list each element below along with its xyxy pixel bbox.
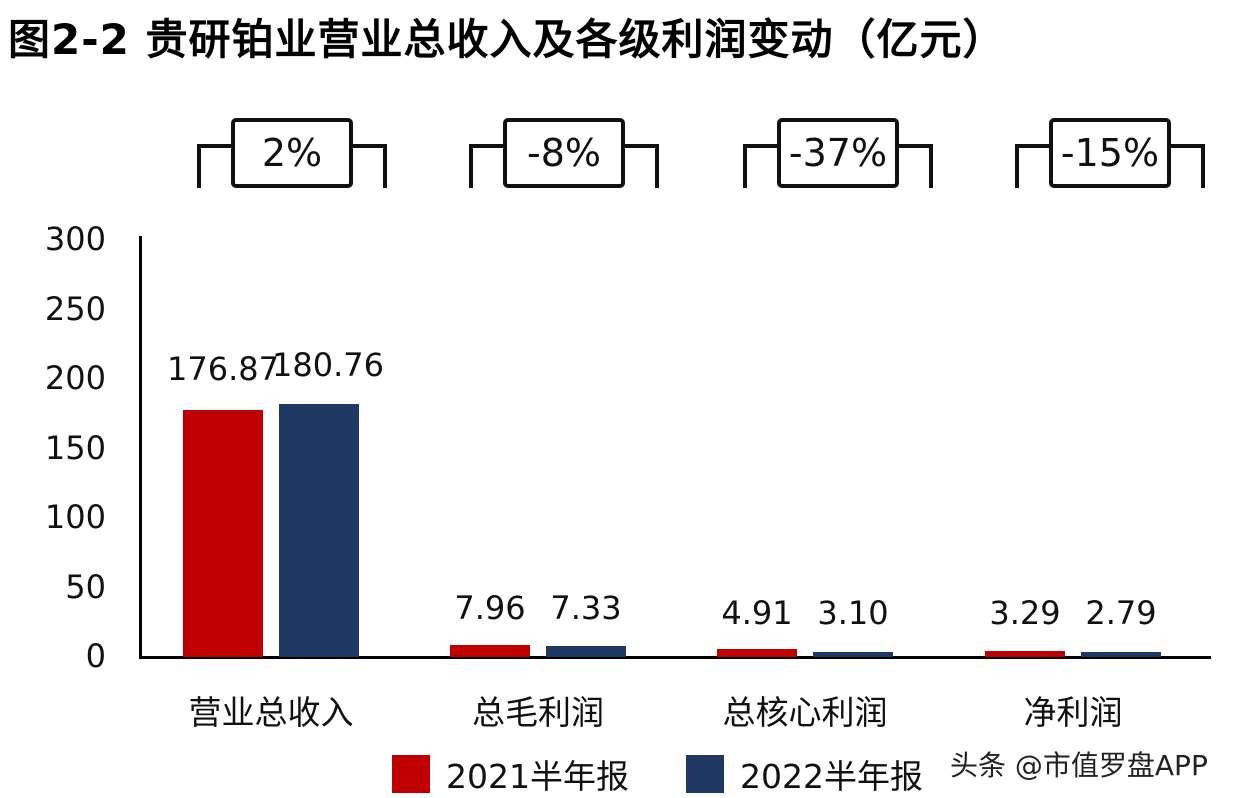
bar-2021-net-profit [985,651,1065,657]
legend-swatch-red [392,755,430,793]
y-tick-label: 200 [44,359,106,397]
y-tick-label: 50 [65,568,106,606]
legend-swatch-navy [686,755,724,793]
y-tick-label: 300 [44,220,106,258]
chart-title: 图2-2 贵研铂业营业总收入及各级利润变动（亿元） [8,15,1006,64]
bar-2022-core-profit [813,652,893,657]
bar-2021-gross-profit [450,645,530,657]
value-label: 4.91 [721,594,793,632]
value-label: 3.29 [989,594,1061,632]
change-label: 2% [231,118,353,188]
legend-item-2022: 2022半年报 [686,754,923,796]
change-annotation: -15% [1015,118,1205,188]
category-label: 总核心利润 [722,693,888,732]
category-label: 营业总收入 [188,693,354,732]
bar-2022-revenue [279,404,359,657]
change-label: -15% [1049,118,1171,188]
category-label: 净利润 [1023,693,1123,732]
value-label: 3.10 [817,594,889,632]
y-tick-label: 100 [44,498,106,536]
y-axis [139,236,142,658]
change-annotation: 2% [197,118,387,188]
change-annotation: -37% [743,118,933,188]
value-label: 7.96 [454,589,526,627]
y-tick-label: 250 [44,290,106,328]
category-label: 总毛利润 [472,693,604,732]
value-label: 2.79 [1085,594,1157,632]
change-label: -37% [777,118,899,188]
bar-2022-gross-profit [546,646,626,657]
value-label: 7.33 [550,589,622,627]
watermark: 头条 @市值罗盘APP [950,749,1208,782]
y-tick-label: 150 [44,429,106,467]
value-label: 180.76 [272,346,384,384]
bar-2021-revenue [183,410,263,657]
bar-2021-core-profit [717,649,797,657]
legend-label: 2022半年报 [740,757,923,796]
bar-2022-net-profit [1081,652,1161,657]
change-label: -8% [503,118,625,188]
legend-item-2021: 2021半年报 [392,754,629,796]
legend-label: 2021半年报 [446,757,629,796]
value-label: 176.87 [167,350,279,388]
change-annotation: -8% [469,118,659,188]
y-tick-label: 0 [85,637,106,675]
x-axis [139,656,1211,659]
